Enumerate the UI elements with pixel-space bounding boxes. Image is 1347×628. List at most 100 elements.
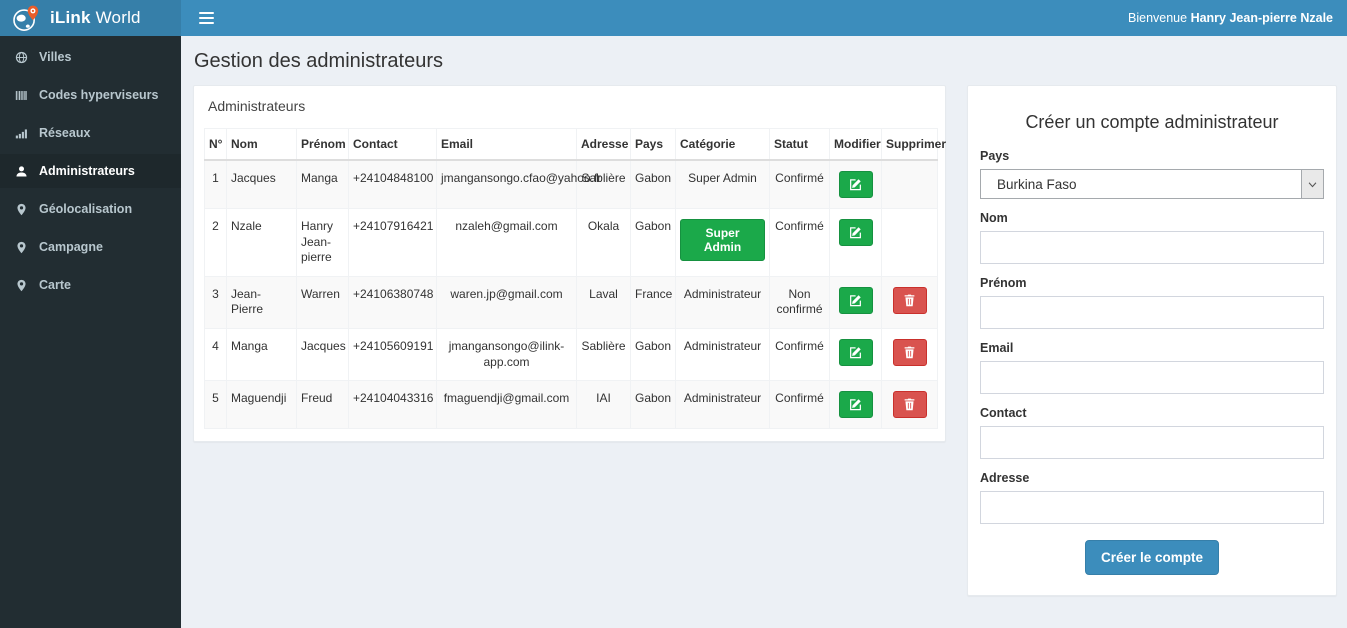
- pays-label: Pays: [980, 149, 1010, 163]
- cell-modifier: [829, 380, 882, 430]
- table-header-row: N° Nom Prénom Contact Email Adresse Pays Catégo…: [204, 128, 946, 161]
- adresse-label: Adresse: [980, 471, 1030, 485]
- cell-nom: Nzale: [226, 208, 297, 277]
- cell-supprimer: [881, 275, 938, 329]
- table-row: 4 Manga Jacques +24105609191 jmangansongo@il…: [204, 327, 938, 382]
- adresse-field[interactable]: [980, 491, 1324, 524]
- sidebar-item-administrateurs[interactable]: Administrateurs: [0, 154, 181, 188]
- create-account-button[interactable]: Créer le compte: [1084, 540, 1220, 575]
- navbar: Bienvenue Hanry Jean-pierre Nzale: [181, 0, 1347, 36]
- column-header: Nom: [226, 128, 297, 161]
- table-row: 1 Jacques Manga +24104848100 jmangansongo.cf…: [204, 159, 938, 209]
- administrators-panel: Administrateurs N° Nom Prénom Contact Email A…: [193, 85, 946, 443]
- user-name: Hanry Jean-pierre Nzale: [1190, 11, 1333, 25]
- edit-button[interactable]: [838, 286, 873, 314]
- cell-categorie: Administrateur: [675, 380, 770, 430]
- column-header: Catégorie: [675, 128, 770, 161]
- sidebar-item-campagne[interactable]: Campagne: [0, 230, 181, 264]
- form-group-nom: Nom: [980, 211, 1324, 264]
- map-marker-icon: [14, 241, 29, 254]
- cell-modifier: [829, 159, 882, 209]
- sidebar-menu: Villes Codes hyperviseurs Réseaux Administr…: [0, 40, 181, 302]
- edit-icon: [849, 398, 862, 411]
- brand-title: iLink World: [50, 8, 141, 27]
- cell-adresse: Okala: [576, 208, 631, 277]
- cell-adresse: Sablière: [576, 327, 631, 382]
- edit-icon: [849, 178, 862, 191]
- sidebar-item-villes[interactable]: Villes: [0, 40, 181, 74]
- cell-contact: +24106380748: [348, 275, 437, 329]
- cell-adresse: IAI: [576, 380, 631, 430]
- cell-prenom: Manga: [296, 159, 349, 209]
- trash-icon: [903, 294, 916, 307]
- delete-button[interactable]: [892, 286, 927, 314]
- administrators-table: N° Nom Prénom Contact Email Adresse Pays Catégo…: [204, 128, 946, 430]
- table-row: 3 Jean-Pierre Warren +24106380748 waren.jp@g…: [204, 275, 938, 329]
- cell-supprimer: [881, 327, 938, 382]
- form-group-contact: Contact: [980, 406, 1324, 459]
- column-header: Contact: [348, 128, 437, 161]
- cell-email: jmangansongo@ilink-app.com: [436, 327, 577, 382]
- cell-supprimer: [881, 208, 938, 277]
- sidebar-item-g-olocalisation[interactable]: Géolocalisation: [0, 192, 181, 226]
- email-field[interactable]: [980, 361, 1324, 394]
- prenom-label: Prénom: [980, 276, 1027, 290]
- prenom-field[interactable]: [980, 296, 1324, 329]
- sidebar-item-codes-hyperviseurs[interactable]: Codes hyperviseurs: [0, 78, 181, 112]
- welcome-text: Bienvenue Hanry Jean-pierre Nzale: [1128, 11, 1333, 25]
- cell-pays: France: [630, 275, 676, 329]
- contact-field[interactable]: [980, 426, 1324, 459]
- cell-prenom: Warren: [296, 275, 349, 329]
- create-admin-title: Créer un compte administrateur: [1025, 112, 1279, 132]
- brand[interactable]: iLink World: [0, 0, 181, 36]
- column-header: Pays: [630, 128, 676, 161]
- user-icon: [14, 165, 29, 178]
- column-header: Prénom: [296, 128, 349, 161]
- cell-categorie: Administrateur: [675, 275, 770, 329]
- sidebar-item-label: Géolocalisation: [39, 202, 133, 216]
- table-row: 5 Maguendji Freud +24104043316 fmaguendji@gm…: [204, 380, 938, 430]
- edit-button[interactable]: [838, 219, 873, 246]
- main-content: Gestion des administrateurs Administrate…: [181, 36, 1347, 628]
- trash-icon: [903, 346, 916, 359]
- sidebar-item-r-seaux[interactable]: Réseaux: [0, 116, 181, 150]
- cell-numero: 3: [204, 275, 227, 329]
- cell-statut: Confirmé: [769, 159, 830, 209]
- nom-label: Nom: [980, 211, 1008, 225]
- edit-icon: [849, 294, 862, 307]
- cell-statut: Confirmé: [769, 380, 830, 430]
- delete-button[interactable]: [892, 338, 927, 366]
- sidebar-toggle-hamburger-icon[interactable]: [195, 6, 218, 30]
- cell-prenom: Hanry Jean-pierre: [296, 208, 349, 277]
- form-group-pays: Pays Burkina Faso: [980, 149, 1324, 199]
- cell-email: waren.jp@gmail.com: [436, 275, 577, 329]
- page-title: Gestion des administrateurs: [194, 50, 444, 72]
- categorie-badge-button[interactable]: Super Admin: [680, 219, 765, 261]
- form-group-prenom: Prénom: [980, 276, 1324, 329]
- column-header: Supprimer: [881, 128, 946, 161]
- sidebar-item-carte[interactable]: Carte: [0, 268, 181, 302]
- email-label: Email: [980, 341, 1014, 355]
- nom-field[interactable]: [980, 231, 1324, 264]
- column-header: Modifier: [829, 128, 882, 161]
- edit-button[interactable]: [838, 338, 873, 366]
- sidebar: Villes Codes hyperviseurs Réseaux Administr…: [0, 36, 181, 628]
- trash-icon: [903, 398, 916, 411]
- cell-categorie: Super Admin: [675, 208, 770, 277]
- sidebar-item-label: Campagne: [39, 240, 103, 254]
- cell-contact: +24107916421: [348, 208, 437, 277]
- delete-button[interactable]: [892, 391, 927, 419]
- cell-email: fmaguendji@gmail.com: [436, 380, 577, 430]
- cell-supprimer: [881, 380, 938, 430]
- cell-categorie: Super Admin: [675, 159, 770, 209]
- cell-numero: 4: [204, 327, 227, 382]
- ilink-globe-pin-logo-icon: [12, 4, 41, 33]
- edit-button[interactable]: [838, 391, 873, 419]
- cell-email: nzaleh@gmail.com: [436, 208, 577, 277]
- cell-categorie: Administrateur: [675, 327, 770, 382]
- cell-numero: 2: [204, 208, 227, 277]
- administrators-panel-title: Administrateurs: [208, 98, 306, 114]
- pays-select[interactable]: Burkina Faso: [980, 169, 1324, 199]
- barcode-icon: [14, 89, 29, 102]
- edit-button[interactable]: [838, 171, 873, 198]
